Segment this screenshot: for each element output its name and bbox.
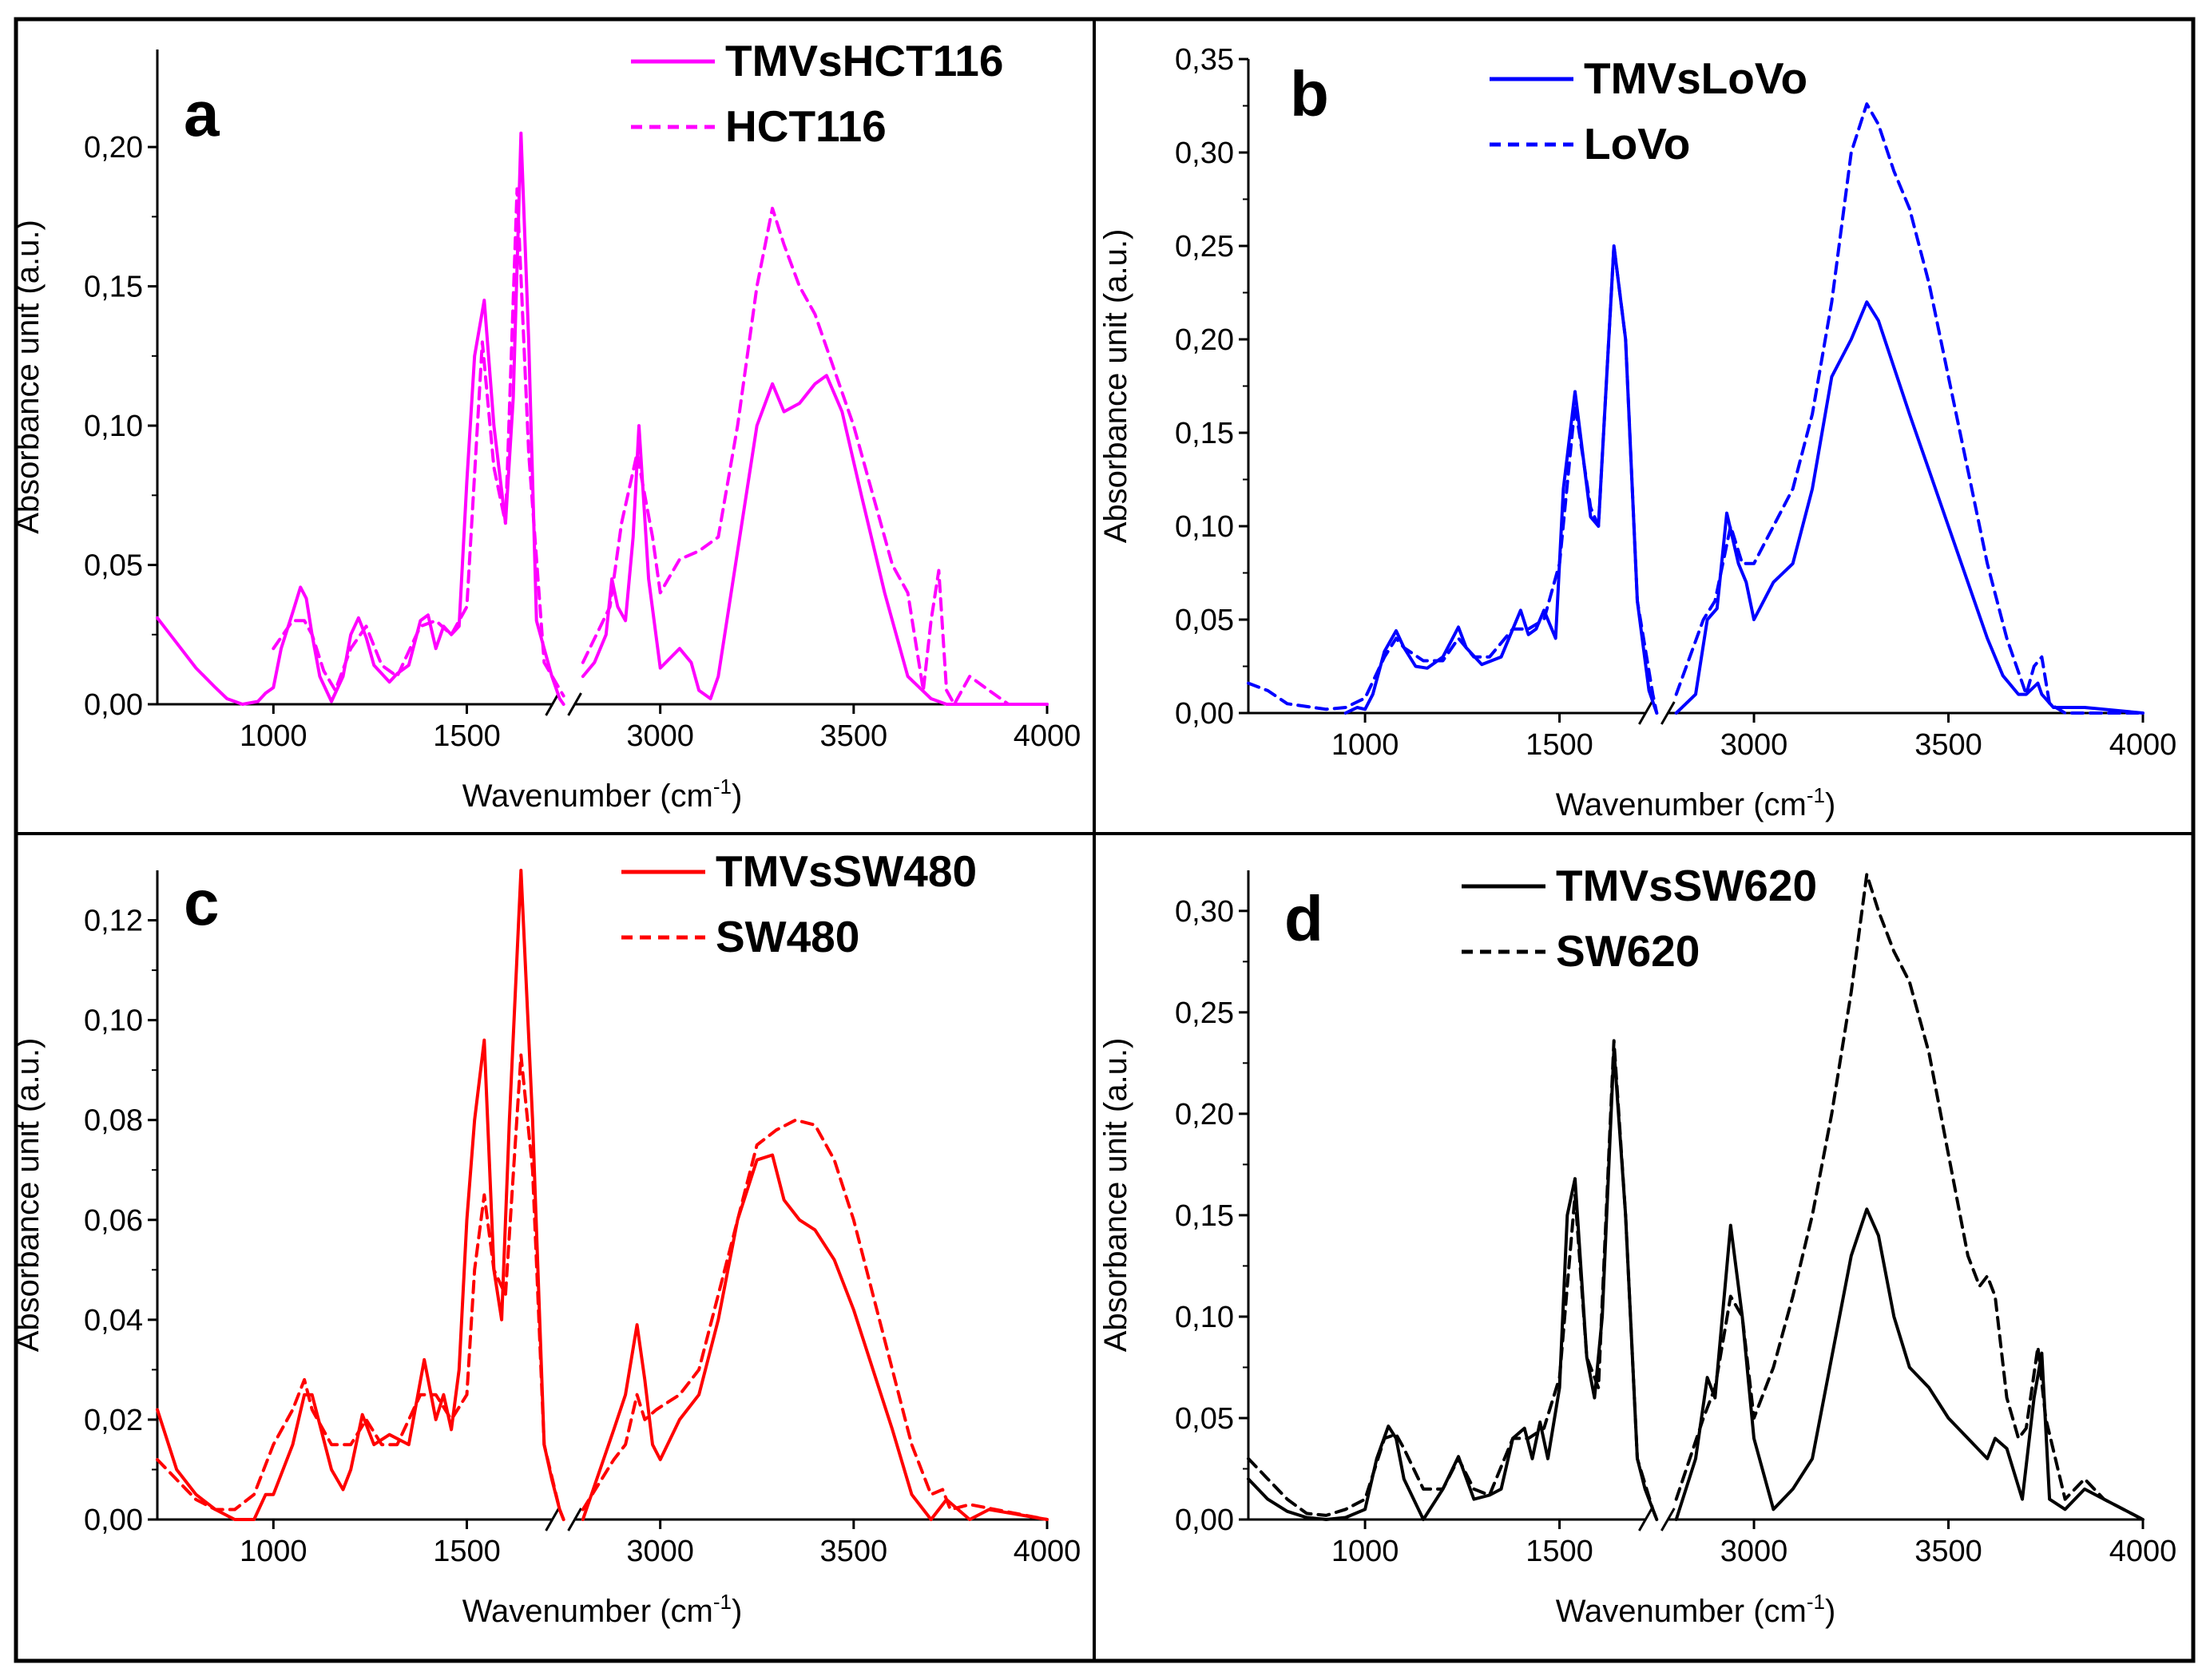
x-tick-label: 1000 bbox=[1331, 1535, 1399, 1568]
x-tick-label: 1000 bbox=[240, 719, 307, 753]
y-axis-title: Absorbance unit (a.u.) bbox=[10, 220, 46, 534]
y-tick-label: 0,30 bbox=[1175, 137, 1234, 170]
x-tick-label: 3500 bbox=[1914, 728, 1982, 762]
y-tick-label: 0,04 bbox=[84, 1304, 143, 1337]
series-line-TMVsHCT116 bbox=[156, 131, 1049, 706]
x-axis-title: Wavenumber (cm-1) bbox=[1556, 783, 1836, 822]
series-line-HCT116 bbox=[272, 187, 1049, 706]
series-line-TMVsLoVo bbox=[1343, 244, 2145, 715]
y-tick-label: 0,15 bbox=[1175, 417, 1234, 450]
panel-c: 0,00 0,02 0,04 0,06 0,08 0,10 0,12 1000 1500 3000… bbox=[10, 846, 1081, 1629]
x-tick-label: 4000 bbox=[1014, 719, 1081, 753]
x-tick-label: 3000 bbox=[1720, 1535, 1788, 1568]
axis-break-mark bbox=[1638, 701, 1653, 725]
y-tick-label: 0,05 bbox=[1175, 604, 1234, 637]
series-line-SW620 bbox=[1247, 873, 2145, 1521]
y-axis-title: Absorbance unit (a.u.) bbox=[1098, 229, 1133, 544]
y-tick-label: 0,00 bbox=[84, 688, 143, 722]
axis-break-mark bbox=[567, 692, 582, 716]
x-tick-label: 3500 bbox=[1914, 1535, 1982, 1568]
y-tick-label: 0,25 bbox=[1175, 997, 1234, 1030]
y-tick-label: 0,15 bbox=[84, 271, 143, 304]
legend-label: LoVo bbox=[1584, 119, 1690, 168]
y-tick-label: 0,20 bbox=[84, 131, 143, 164]
x-tick-label: 1500 bbox=[1526, 728, 1593, 762]
legend-label: SW620 bbox=[1556, 926, 1700, 976]
y-axis-title: Absorbance unit (a.u.) bbox=[1098, 1038, 1133, 1353]
panel-letter: a bbox=[184, 78, 220, 149]
x-axis-title: Wavenumber (cm-1) bbox=[1556, 1590, 1836, 1629]
y-tick-label: 0,02 bbox=[84, 1404, 143, 1437]
y-tick-label: 0,00 bbox=[1175, 697, 1234, 731]
x-tick-label: 3500 bbox=[820, 719, 888, 753]
figure-frame bbox=[14, 17, 2196, 1663]
y-tick-label: 0,35 bbox=[1175, 43, 1234, 77]
y-tick-label: 0,08 bbox=[84, 1104, 143, 1138]
y-tick-label: 0,25 bbox=[1175, 230, 1234, 263]
panel-letter: d bbox=[1284, 883, 1323, 954]
y-axis-title: Absorbance unit (a.u.) bbox=[10, 1038, 46, 1353]
panel-d: 0,00 0,05 0,10 0,15 0,20 0,25 0,30 1000 1500 3000… bbox=[1098, 861, 2176, 1629]
series-line-TMVsSW480 bbox=[156, 869, 1049, 1521]
panel-b: 0,00 0,05 0,10 0,15 0,20 0,25 0,30 0,35 1000 1500… bbox=[1098, 43, 2176, 822]
x-tick-label: 1500 bbox=[433, 719, 501, 753]
y-tick-label: 0,30 bbox=[1175, 895, 1234, 929]
axis-break-mark bbox=[567, 1508, 582, 1531]
y-tick-label: 0,15 bbox=[1175, 1199, 1234, 1233]
legend-label: TMVsLoVo bbox=[1584, 53, 1807, 103]
y-tick-label: 0,10 bbox=[84, 1004, 143, 1038]
x-tick-label: 4000 bbox=[1014, 1535, 1081, 1568]
legend-label: TMVsHCT116 bbox=[725, 36, 1003, 85]
x-tick-label: 4000 bbox=[2109, 1535, 2177, 1568]
y-tick-label: 0,20 bbox=[1175, 323, 1234, 357]
x-axis-title: Wavenumber (cm-1) bbox=[462, 1590, 743, 1629]
x-tick-label: 1000 bbox=[1331, 728, 1399, 762]
legend-label: SW480 bbox=[716, 912, 859, 961]
y-tick-label: 0,00 bbox=[1175, 1504, 1234, 1537]
axis-break-mark bbox=[1660, 701, 1676, 725]
series-line-SW480 bbox=[156, 1053, 1049, 1521]
x-tick-label: 1500 bbox=[433, 1535, 501, 1568]
panel-letter: c bbox=[184, 867, 220, 938]
y-tick-label: 0,10 bbox=[84, 410, 143, 443]
y-tick-label: 0,20 bbox=[1175, 1098, 1234, 1131]
x-tick-label: 3000 bbox=[1720, 728, 1788, 762]
y-tick-label: 0,00 bbox=[84, 1504, 143, 1537]
y-tick-label: 0,05 bbox=[1175, 1402, 1234, 1436]
y-tick-label: 0,05 bbox=[84, 549, 143, 583]
x-tick-label: 4000 bbox=[2109, 728, 2177, 762]
x-tick-label: 1500 bbox=[1526, 1535, 1593, 1568]
legend-label: HCT116 bbox=[725, 101, 887, 151]
axis-break-mark bbox=[1660, 1508, 1676, 1531]
axis-break-mark bbox=[545, 1508, 560, 1531]
series-line-TMVsSW620 bbox=[1247, 1047, 2145, 1521]
axis-break-mark bbox=[1638, 1508, 1653, 1531]
x-tick-label: 1000 bbox=[240, 1535, 307, 1568]
x-tick-label: 3000 bbox=[626, 1535, 694, 1568]
panel-a: 0,00 0,05 0,10 0,15 0,20 1000 1500 3000 3500 4000… bbox=[10, 36, 1081, 814]
x-axis-title: Wavenumber (cm-1) bbox=[462, 775, 743, 814]
y-tick-label: 0,10 bbox=[1175, 510, 1234, 544]
series-line-LoVo bbox=[1247, 102, 2145, 715]
y-tick-label: 0,12 bbox=[84, 905, 143, 938]
x-tick-label: 3500 bbox=[820, 1535, 888, 1568]
legend-label: TMVsSW620 bbox=[1556, 861, 1817, 910]
panel-letter: b bbox=[1290, 58, 1329, 129]
y-tick-label: 0,10 bbox=[1175, 1301, 1234, 1334]
y-tick-label: 0,06 bbox=[84, 1204, 143, 1238]
x-tick-label: 3000 bbox=[626, 719, 694, 753]
legend-label: TMVsSW480 bbox=[716, 846, 977, 896]
axis-break-mark bbox=[545, 692, 560, 716]
